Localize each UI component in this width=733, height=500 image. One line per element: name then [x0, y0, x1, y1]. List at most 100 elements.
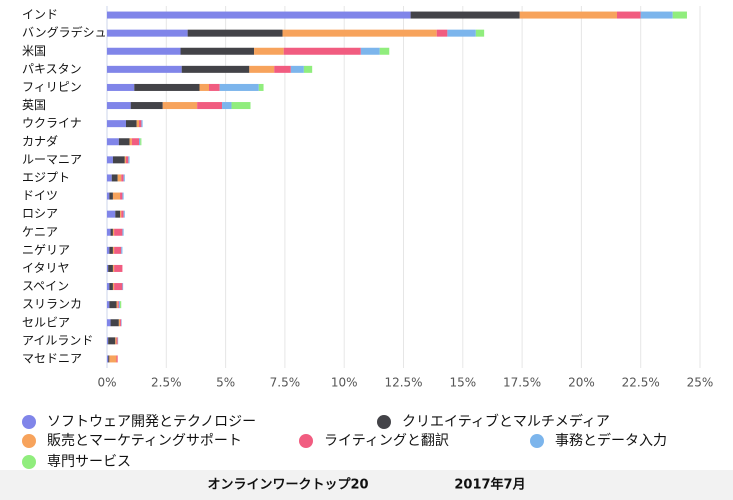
bar-segment [107, 301, 110, 309]
bar-segment [360, 47, 380, 55]
bar-segment [112, 156, 125, 164]
bar-segment [290, 65, 304, 73]
bar-segment [107, 283, 110, 291]
y-tick-label: イタリヤ [22, 261, 70, 275]
y-tick-label: ウクライナ [22, 116, 82, 130]
bar-segment [180, 47, 255, 55]
x-tick-label: 17.5% [503, 376, 541, 390]
x-tick-label: 2.5% [151, 376, 182, 390]
bar-segment [120, 301, 122, 309]
bar-segment [107, 102, 131, 110]
x-tick-label: 5% [216, 376, 235, 390]
bar-segment [410, 11, 520, 19]
bar-segment [274, 65, 291, 73]
bar-segment [108, 355, 110, 363]
legend-marker [22, 434, 36, 448]
y-tick-label: スリランカ [22, 297, 82, 311]
bar-segment [107, 120, 126, 128]
bar-segment [139, 138, 141, 146]
bar-segment [122, 192, 124, 200]
bar-segment [115, 210, 121, 218]
bar-segment [187, 29, 283, 37]
bar-segment [129, 138, 132, 146]
bar-segment [131, 138, 140, 146]
bar-segment [125, 156, 129, 164]
bar-segment [128, 156, 130, 164]
legend-marker [22, 455, 36, 469]
bar-segment [107, 174, 112, 182]
y-tick-label: ニゲリア [22, 243, 70, 257]
y-tick-label: セルビア [22, 315, 70, 329]
bar-segment [112, 228, 115, 236]
bar-segment [116, 337, 118, 345]
y-tick-label: アイルランド [22, 333, 93, 347]
bar-segment [107, 11, 411, 19]
bar-segment [254, 47, 284, 55]
x-tick-label: 12.5% [384, 376, 422, 390]
bar-segment [379, 47, 390, 55]
bar-segment [120, 319, 122, 327]
bar-segment [118, 319, 121, 327]
bar-segment [110, 319, 119, 327]
bar-segment [114, 246, 122, 254]
bar-segment [109, 192, 113, 200]
legend-marker [377, 415, 391, 429]
x-tick-label: 7.5% [270, 376, 301, 390]
bar-segment [107, 156, 113, 164]
bar-segment [121, 174, 124, 182]
bar-segment [116, 355, 118, 363]
bar-segment [112, 192, 121, 200]
bar-segment [222, 102, 232, 110]
bar-segment [111, 174, 118, 182]
bar-segment [118, 301, 121, 309]
bar-segment [475, 29, 485, 37]
bar-segment [112, 283, 115, 291]
bar-segment [181, 65, 250, 73]
bar-segment [303, 65, 313, 73]
x-tick-label: 10% [331, 376, 358, 390]
legend-label: 事務とデータ入力 [555, 432, 667, 449]
bar-segment [120, 210, 122, 218]
bar-segment [116, 301, 118, 309]
bar-segment [219, 83, 259, 91]
y-tick-label: 英国 [22, 98, 46, 112]
bar-segment [107, 83, 135, 91]
bar-segment [249, 65, 275, 73]
bar-segment [107, 246, 110, 254]
bar-segment [107, 355, 109, 363]
legend-label: 専門サービス [47, 454, 131, 470]
bar-segment [107, 264, 109, 272]
y-tick-label: ケニア [22, 225, 58, 239]
bar-segment [447, 29, 476, 37]
y-tick-label: バングラデシュ [22, 25, 107, 40]
bar-segment [672, 11, 687, 19]
bar-segment [107, 138, 119, 146]
x-tick-label: 22.5% [622, 376, 660, 390]
bar-segment [122, 283, 124, 291]
bar-segment [136, 120, 140, 128]
bar-segment [107, 210, 116, 218]
bar-segment [107, 192, 110, 200]
y-tick-label: ロシア [22, 207, 58, 221]
legend-marker [299, 434, 313, 448]
bar-segment [109, 301, 117, 309]
legend-label: ソフトウェア開発とテクノロジー [47, 414, 256, 430]
y-tick-label: ルーマニア [22, 152, 82, 166]
bar-segment [109, 283, 113, 291]
bar-segment [109, 355, 117, 363]
bar-segment [112, 246, 115, 254]
bar-segment [125, 120, 137, 128]
bar-segment [120, 192, 123, 200]
legend-label: ライティングと翻訳 [324, 433, 449, 449]
bar-segment [121, 210, 124, 218]
bar-segment [108, 337, 116, 345]
bar-segment [115, 337, 117, 345]
bar-segment [114, 228, 123, 236]
bar-segment [258, 83, 264, 91]
x-tick-label: 25% [687, 376, 714, 390]
bar-segment [107, 65, 182, 73]
bar-segment [114, 264, 123, 272]
y-tick-label: ドイツ [22, 189, 58, 203]
y-tick-label: インド [22, 8, 58, 22]
